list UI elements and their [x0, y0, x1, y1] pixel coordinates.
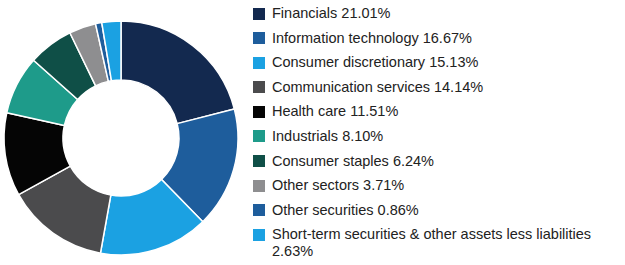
legend-swatch [253, 229, 265, 241]
slice [102, 21, 121, 81]
legend-swatch [253, 106, 265, 118]
legend-text: Consumer staples 6.24% [272, 153, 434, 170]
legend-label: Consumer discretionary [272, 54, 425, 70]
legend-label: Industrials [272, 128, 338, 144]
legend-item: Information technology 16.67% [253, 30, 621, 47]
legend-swatch [253, 57, 265, 69]
legend-text: Other sectors 3.71% [272, 177, 404, 194]
legend-value: 2.63% [272, 243, 313, 259]
legend-swatch [253, 155, 265, 167]
legend-value: 8.10% [342, 128, 383, 144]
slice [121, 21, 234, 124]
legend-item: Industrials 8.10% [253, 128, 621, 145]
legend-item: Financials 21.01% [253, 5, 621, 22]
legend-text: Communication services 14.14% [272, 79, 483, 96]
legend: Financials 21.01% Information technology … [253, 5, 621, 265]
legend-item: Other securities 0.86% [253, 202, 621, 219]
legend-label: Other securities [272, 202, 374, 218]
legend-item: Consumer discretionary 15.13% [253, 54, 621, 71]
legend-text: Financials 21.01% [272, 5, 391, 22]
legend-text: Health care 11.51% [272, 103, 398, 120]
legend-label: Financials [272, 5, 337, 21]
legend-swatch [253, 204, 265, 216]
legend-text: Information technology 16.67% [272, 30, 472, 47]
legend-value: 16.67% [423, 30, 472, 46]
legend-label: Consumer staples [272, 153, 389, 169]
legend-item: Short-term securities & other assets les… [253, 226, 621, 260]
donut-chart [0, 0, 250, 265]
legend-text: Short-term securities & other assets les… [272, 226, 621, 260]
legend-swatch [253, 180, 265, 192]
legend-value: 0.86% [378, 202, 419, 218]
legend-label: Other sectors [272, 177, 359, 193]
legend-item: Consumer staples 6.24% [253, 153, 621, 170]
legend-value: 6.24% [393, 153, 434, 169]
legend-swatch [253, 130, 265, 142]
legend-text: Industrials 8.10% [272, 128, 383, 145]
legend-value: 21.01% [341, 5, 390, 21]
legend-value: 3.71% [363, 177, 404, 193]
slice [100, 179, 202, 255]
legend-swatch [253, 81, 265, 93]
slices [4, 21, 238, 255]
legend-value: 11.51% [350, 103, 398, 119]
legend-label: Health care [272, 103, 346, 119]
legend-text: Consumer discretionary 15.13% [272, 54, 478, 71]
legend-item: Other sectors 3.71% [253, 177, 621, 194]
legend-label: Communication services [272, 79, 430, 95]
legend-label: Short-term securities & other assets les… [272, 226, 591, 242]
legend-item: Communication services 14.14% [253, 79, 621, 96]
chart-root: Financials 21.01% Information technology … [0, 0, 625, 265]
legend-label: Information technology [272, 30, 419, 46]
legend-swatch [253, 32, 265, 44]
legend-swatch [253, 8, 265, 20]
legend-text: Other securities 0.86% [272, 202, 419, 219]
legend-value: 15.13% [429, 54, 478, 70]
legend-value: 14.14% [434, 79, 483, 95]
legend-item: Health care 11.51% [253, 103, 621, 120]
